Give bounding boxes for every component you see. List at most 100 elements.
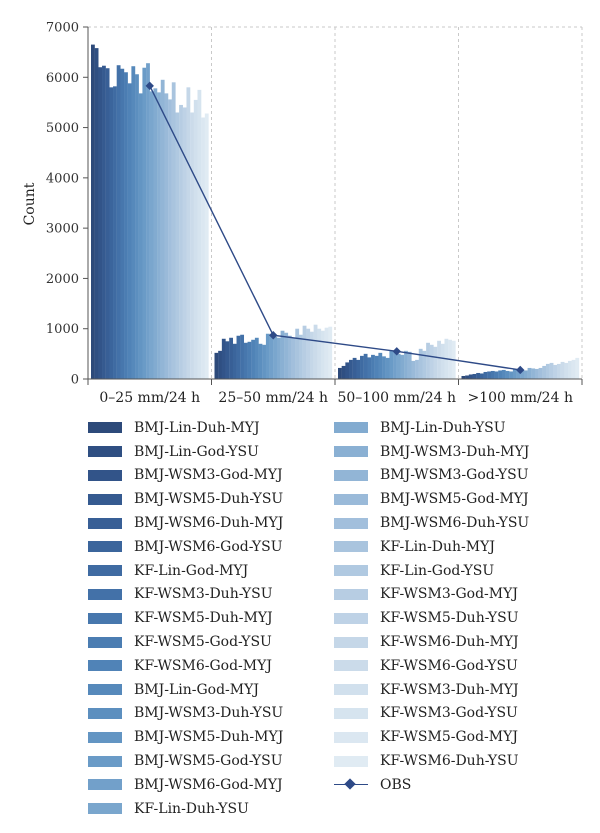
- bar: [571, 359, 576, 379]
- legend-label: BMJ-WSM5-God-MYJ: [380, 491, 529, 508]
- legend-item: BMJ-WSM3-God-MYJ: [88, 464, 283, 488]
- bar: [538, 367, 543, 379]
- legend-column-left: BMJ-Lin-Duh-MYJ BMJ-Lin-God-YSU BMJ-WSM3-G…: [88, 416, 283, 821]
- legend-item: KF-WSM3-Duh-MYJ: [334, 678, 529, 702]
- bar: [324, 327, 329, 379]
- bar: [367, 357, 372, 379]
- bar: [523, 370, 528, 379]
- legend-item: KF-Lin-God-YSU: [334, 559, 529, 583]
- bar: [411, 360, 416, 379]
- legend-label: KF-WSM3-God-MYJ: [380, 586, 518, 603]
- bar: [91, 44, 95, 379]
- bar: [265, 333, 270, 379]
- bar: [490, 370, 495, 379]
- legend-label: KF-WSM6-God-YSU: [380, 657, 518, 674]
- legend-label: KF-WSM6-Duh-MYJ: [380, 634, 519, 651]
- bar: [193, 99, 198, 379]
- bar: [190, 112, 194, 380]
- legend-label: BMJ-Lin-Duh-YSU: [380, 419, 506, 436]
- bar: [251, 339, 256, 379]
- bar: [426, 342, 430, 379]
- legend-label: BMJ-WSM6-God-MYJ: [134, 776, 283, 793]
- bar: [382, 356, 386, 379]
- bar: [313, 324, 318, 379]
- x-tick-label: >100 mm/24 h: [468, 390, 573, 406]
- legend-swatch: [334, 684, 368, 696]
- bar: [164, 93, 169, 379]
- bar: [487, 371, 492, 379]
- bar: [232, 343, 237, 379]
- legend-label: KF-WSM6-God-MYJ: [134, 657, 272, 674]
- y-tick-label: 4000: [46, 171, 79, 186]
- y-tick-label: 6000: [46, 71, 79, 86]
- bar: [429, 344, 434, 379]
- bar: [349, 359, 353, 379]
- bar: [116, 65, 121, 379]
- legend-label: KF-WSM6-Duh-YSU: [380, 753, 519, 770]
- obs-point: [269, 331, 278, 340]
- y-tick-label: 2000: [46, 272, 79, 287]
- bar: [389, 350, 394, 379]
- bar: [160, 79, 165, 380]
- bar: [437, 340, 441, 379]
- legend-swatch: [88, 803, 122, 815]
- bar: [512, 368, 517, 379]
- bar: [527, 367, 532, 379]
- legend-swatch: [88, 731, 122, 743]
- grid-lines: [88, 26, 583, 379]
- bar: [476, 372, 481, 379]
- legend-swatch: [88, 493, 122, 505]
- legend-swatch: [334, 660, 368, 672]
- bar: [186, 87, 191, 379]
- bar: [479, 373, 484, 379]
- legend-swatch: [88, 469, 122, 481]
- legend-item: KF-WSM3-God-MYJ: [334, 583, 529, 607]
- legend-swatch: [88, 636, 122, 648]
- axes: [87, 27, 583, 385]
- legend-item: KF-WSM3-God-YSU: [334, 702, 529, 726]
- legend-swatch: [88, 684, 122, 696]
- legend-label: BMJ-WSM3-God-YSU: [380, 467, 529, 484]
- bar: [98, 67, 103, 379]
- legend-label: KF-Lin-Duh-YSU: [134, 800, 249, 817]
- legend-item: BMJ-WSM3-Duh-YSU: [88, 702, 283, 726]
- legend-label: OBS: [380, 776, 412, 793]
- bar: [440, 343, 445, 379]
- legend-label: BMJ-WSM5-God-YSU: [134, 753, 283, 770]
- legend-item: KF-WSM5-Duh-YSU: [334, 606, 529, 630]
- legend-item: KF-WSM5-Duh-MYJ: [88, 606, 283, 630]
- bar: [179, 104, 183, 379]
- legend-swatch: [334, 612, 368, 624]
- legend-swatch: [88, 422, 122, 434]
- bar: [197, 89, 202, 380]
- bar: [94, 48, 99, 380]
- bar: [149, 91, 154, 380]
- y-tick-label: 1000: [46, 322, 79, 337]
- legend-swatch: [334, 731, 368, 743]
- bar: [415, 359, 419, 379]
- legend-item: KF-WSM6-Duh-MYJ: [334, 630, 529, 654]
- bar: [243, 342, 248, 379]
- bar: [135, 74, 139, 380]
- legend-swatch: [88, 446, 122, 458]
- bar: [374, 355, 379, 379]
- legend-item: KF-WSM6-Duh-YSU: [334, 749, 529, 773]
- bar: [254, 337, 259, 379]
- bar: [501, 369, 506, 379]
- legend-swatch: [88, 660, 122, 672]
- bar: [124, 72, 128, 379]
- bar: [218, 350, 222, 379]
- legend-swatch: [334, 517, 368, 529]
- legend-item: BMJ-WSM3-Duh-MYJ: [334, 440, 529, 464]
- legend-swatch: [334, 446, 368, 458]
- x-tick-label: 25–50 mm/24 h: [218, 390, 328, 406]
- bar: [306, 328, 311, 379]
- x-tick-label: 0–25 mm/24 h: [99, 390, 200, 406]
- bar: [345, 362, 350, 379]
- legend-item: BMJ-Lin-God-YSU: [88, 440, 283, 464]
- legend-swatch: [88, 565, 122, 577]
- legend-label: BMJ-WSM3-God-MYJ: [134, 467, 283, 484]
- bar: [113, 86, 117, 379]
- legend-label: BMJ-Lin-God-YSU: [134, 443, 259, 460]
- bar: [146, 63, 150, 380]
